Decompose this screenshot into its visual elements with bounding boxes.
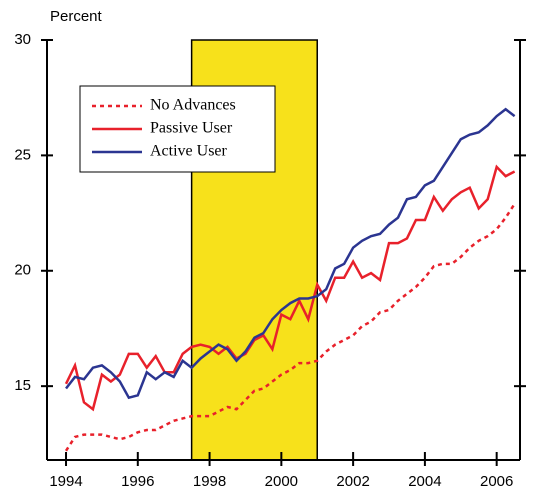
x-tick-label: 2004	[408, 473, 441, 490]
y-tick-label: 20	[14, 262, 31, 279]
x-tick-label: 1994	[49, 473, 82, 490]
x-tick-label: 2006	[480, 473, 513, 490]
y-tick-label: 15	[14, 377, 31, 394]
legend: No Advances Passive User Active User	[79, 85, 276, 173]
series-line	[64, 203, 516, 452]
x-tick-label: 1996	[121, 473, 154, 490]
x-tick-label: 2002	[336, 473, 369, 490]
legend-label: No Advances	[150, 97, 236, 114]
y-tick-label: 30	[14, 31, 31, 48]
x-tick-label: 1998	[193, 473, 226, 490]
legend-label: Passive User	[150, 120, 233, 137]
y-tick-label: 25	[14, 146, 31, 163]
legend-label: Active User	[150, 143, 228, 160]
y-axis-label: Percent	[50, 8, 103, 25]
series-line	[64, 164, 516, 412]
x-tick-label: 2000	[265, 473, 298, 490]
series-line	[65, 107, 516, 400]
